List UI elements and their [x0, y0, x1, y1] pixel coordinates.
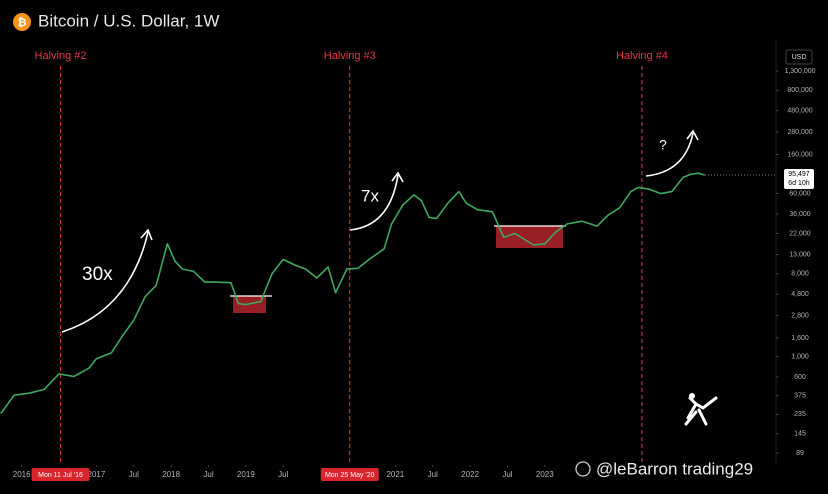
date-box	[31, 468, 90, 481]
y-tick-label: 280,000	[787, 129, 812, 136]
btc-logo-glyph: ₿	[18, 17, 27, 29]
currency: USD	[792, 54, 807, 61]
arrow	[645, 132, 694, 177]
arrow-head	[686, 129, 699, 141]
y-tick-label: 89	[796, 450, 804, 457]
arrow	[349, 174, 399, 231]
y-tick-label: 13,000	[789, 251, 811, 258]
y-tick-label: 160,000	[787, 151, 812, 158]
x-tick-label: 2022	[461, 470, 479, 479]
date-box	[320, 468, 379, 481]
x-tick-label: 2019	[237, 470, 255, 479]
x-tick-label: Jul	[502, 470, 512, 479]
annotation: 7x	[361, 186, 379, 205]
y-tick-label: 36,000	[789, 211, 811, 218]
annotation: ?	[659, 137, 667, 153]
x-tick-label: 2021	[386, 470, 404, 479]
arrow	[61, 231, 149, 333]
x-tick-label: Jul	[428, 470, 438, 479]
countdown: 6d 10h	[788, 180, 810, 187]
y-tick-label: 1,000	[791, 354, 809, 361]
y-tick-label: 375	[794, 393, 806, 400]
logo-icon	[684, 396, 718, 426]
x-tick-label: 2016	[13, 470, 31, 479]
date-label: Mon 11 Jul '16	[38, 472, 83, 479]
y-tick-label: 480,000	[787, 108, 812, 115]
x-tick-label: 2018	[162, 470, 180, 479]
x-tick-label: 2017	[88, 470, 106, 479]
halving-label: Halving #2	[35, 50, 87, 62]
y-tick-label: 2,800	[791, 313, 809, 320]
arrow-head	[391, 171, 404, 183]
y-tick-label: 145	[794, 430, 806, 437]
x-tick-label: Jul	[129, 470, 139, 479]
price-box	[784, 169, 814, 190]
price-label: 95,497	[788, 171, 810, 178]
watermark: @leBarron trading29	[596, 459, 753, 478]
y-tick-label: 1,600	[791, 335, 809, 342]
x-tick-label: 2023	[536, 470, 554, 479]
date-label: Mon 25 May '20	[325, 472, 375, 479]
y-tick-label: 60,000	[789, 190, 811, 197]
halving-label: Halving #3	[324, 50, 376, 62]
x-tick-label: Jul	[203, 470, 213, 479]
y-tick-label: 8,000	[791, 271, 809, 278]
chart-title: Bitcoin / U.S. Dollar, 1W	[38, 11, 219, 30]
btc-logo	[13, 13, 31, 31]
y-tick-label: 1,300,000	[784, 68, 815, 75]
logo-icon-head	[689, 393, 695, 399]
plot: 1,300,000 800,000 480,000 280,000 160,000 60,…	[0, 50, 816, 481]
x-tick-label: Jul	[278, 470, 288, 479]
y-tick-label: 22,000	[789, 230, 811, 237]
y-tick-label: 4,800	[791, 291, 809, 298]
price-line	[0, 172, 705, 415]
arrow-head	[140, 228, 153, 241]
y-tick-label: 235	[794, 411, 806, 418]
y-tick-label: 600	[794, 374, 806, 381]
annotation: 30x	[82, 264, 113, 285]
currency-box	[785, 49, 813, 65]
halving-label: Halving #4	[616, 50, 668, 62]
y-tick-label: 800,000	[787, 87, 812, 94]
watermark-icon	[575, 461, 591, 477]
